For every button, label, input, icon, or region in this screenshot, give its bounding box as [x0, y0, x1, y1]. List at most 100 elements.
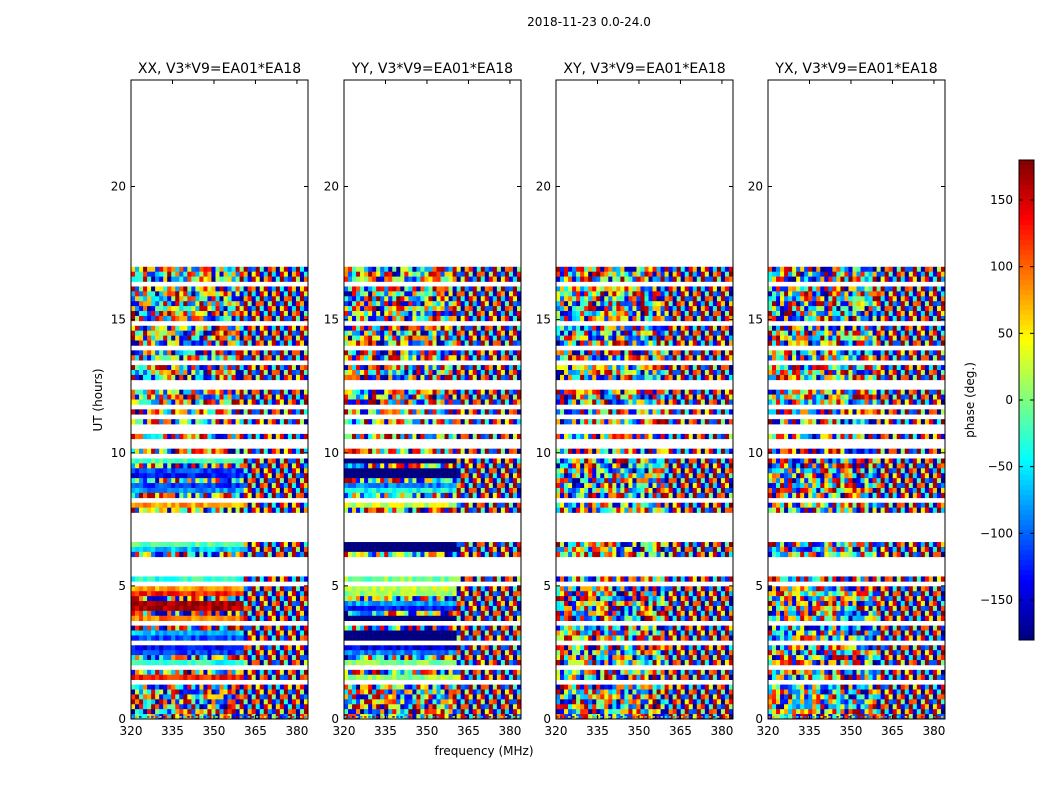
heatmap-cell [356, 458, 361, 464]
heatmap-cell [203, 546, 208, 553]
heatmap-cell [247, 330, 252, 336]
heatmap-cell [199, 591, 204, 597]
heatmap-cell [271, 601, 277, 607]
heatmap-cell [239, 419, 244, 425]
heatmap-cell [512, 576, 518, 582]
heatmap-cell [207, 694, 212, 700]
heatmap-cell [155, 301, 160, 307]
heatmap-cell [356, 473, 361, 479]
heatmap-cell [179, 625, 184, 631]
heatmap-cell [263, 655, 269, 661]
heatmap-cell [472, 335, 478, 341]
heatmap-cell [199, 645, 204, 651]
heatmap-cell [492, 325, 498, 331]
heatmap-cell [352, 492, 357, 499]
heatmap-cell [496, 478, 502, 484]
heatmap-cell [492, 478, 498, 484]
heatmap-cell [155, 271, 160, 277]
heatmap-cell [223, 306, 228, 312]
heatmap-cell [223, 635, 228, 641]
heatmap-cell [147, 699, 152, 705]
heatmap-cell [215, 645, 220, 651]
heatmap-cell [235, 301, 240, 307]
heatmap-cell [464, 463, 469, 469]
heatmap-cell [171, 389, 176, 395]
heatmap-cell [267, 635, 273, 641]
heatmap-cell [396, 306, 401, 312]
heatmap-cell [179, 684, 184, 690]
heatmap-cell [215, 684, 220, 690]
heatmap-cell [476, 286, 482, 292]
heatmap-cell [416, 601, 421, 607]
heatmap-cell [239, 487, 244, 494]
heatmap-cell [175, 694, 180, 700]
heatmap-cell [400, 463, 405, 469]
heatmap-cell [408, 276, 413, 282]
heatmap-cell [291, 271, 297, 277]
heatmap-cell [263, 458, 269, 464]
heatmap-cell [440, 601, 445, 607]
heatmap-cell [412, 625, 417, 631]
heatmap-cell [263, 596, 269, 602]
heatmap-cell [235, 551, 240, 558]
heatmap-cell [444, 483, 449, 489]
heatmap-cell [151, 704, 156, 710]
heatmap-cell [135, 365, 140, 371]
heatmap-cell [227, 463, 232, 469]
heatmap-cell [368, 301, 373, 307]
heatmap-cell [404, 271, 409, 277]
heatmap-cell [263, 689, 269, 695]
heatmap-cell [223, 684, 228, 690]
heatmap-cell [243, 286, 248, 292]
heatmap-cell [227, 689, 232, 695]
heatmap-cell [452, 419, 457, 425]
heatmap-cell [428, 271, 433, 277]
heatmap-cell [191, 650, 196, 656]
heatmap-cell [223, 271, 228, 277]
heatmap-cell [444, 315, 449, 322]
heatmap-cell [504, 551, 510, 558]
heatmap-cell [255, 473, 261, 479]
heatmap-cell [420, 610, 425, 617]
heatmap-cell [444, 340, 449, 346]
heatmap-cell [372, 576, 377, 582]
heatmap-cell [135, 306, 140, 312]
heatmap-cell [460, 350, 465, 356]
heatmap-cell [251, 315, 256, 322]
heatmap-cell [516, 266, 522, 272]
heatmap-cell [151, 645, 156, 651]
heatmap-cell [456, 478, 461, 484]
heatmap-cell [352, 551, 357, 558]
heatmap-cell [255, 340, 261, 346]
heatmap-cell [488, 389, 494, 395]
heatmap-cell [255, 660, 261, 666]
heatmap-cell [287, 271, 293, 277]
heatmap-cell [412, 610, 417, 617]
heatmap-cell [468, 409, 474, 415]
heatmap-cell [267, 355, 273, 361]
heatmap-cell [139, 330, 144, 336]
heatmap-cell [452, 365, 457, 371]
heatmap-cell [303, 311, 309, 317]
heatmap-cell [167, 301, 172, 307]
heatmap-cell [424, 596, 429, 602]
heatmap-cell [139, 315, 144, 322]
heatmap-cell [191, 478, 196, 484]
heatmap-cell [239, 448, 244, 454]
heatmap-cell [259, 335, 265, 341]
heatmap-cell [508, 542, 514, 548]
heatmap-cell [380, 542, 385, 548]
heatmap-cell [283, 704, 289, 710]
heatmap-cell [267, 286, 273, 292]
heatmap-cell [239, 709, 244, 715]
heatmap-cell [452, 399, 457, 405]
heatmap-cell [135, 650, 140, 656]
heatmap-cell [207, 551, 212, 558]
heatmap-cell [267, 266, 273, 272]
heatmap-cell [484, 433, 490, 440]
heatmap-cell [299, 605, 305, 612]
heatmap-cell [283, 546, 289, 553]
heatmap-cell [195, 266, 200, 272]
heatmap-cell [368, 266, 373, 272]
heatmap-cell [488, 551, 494, 558]
